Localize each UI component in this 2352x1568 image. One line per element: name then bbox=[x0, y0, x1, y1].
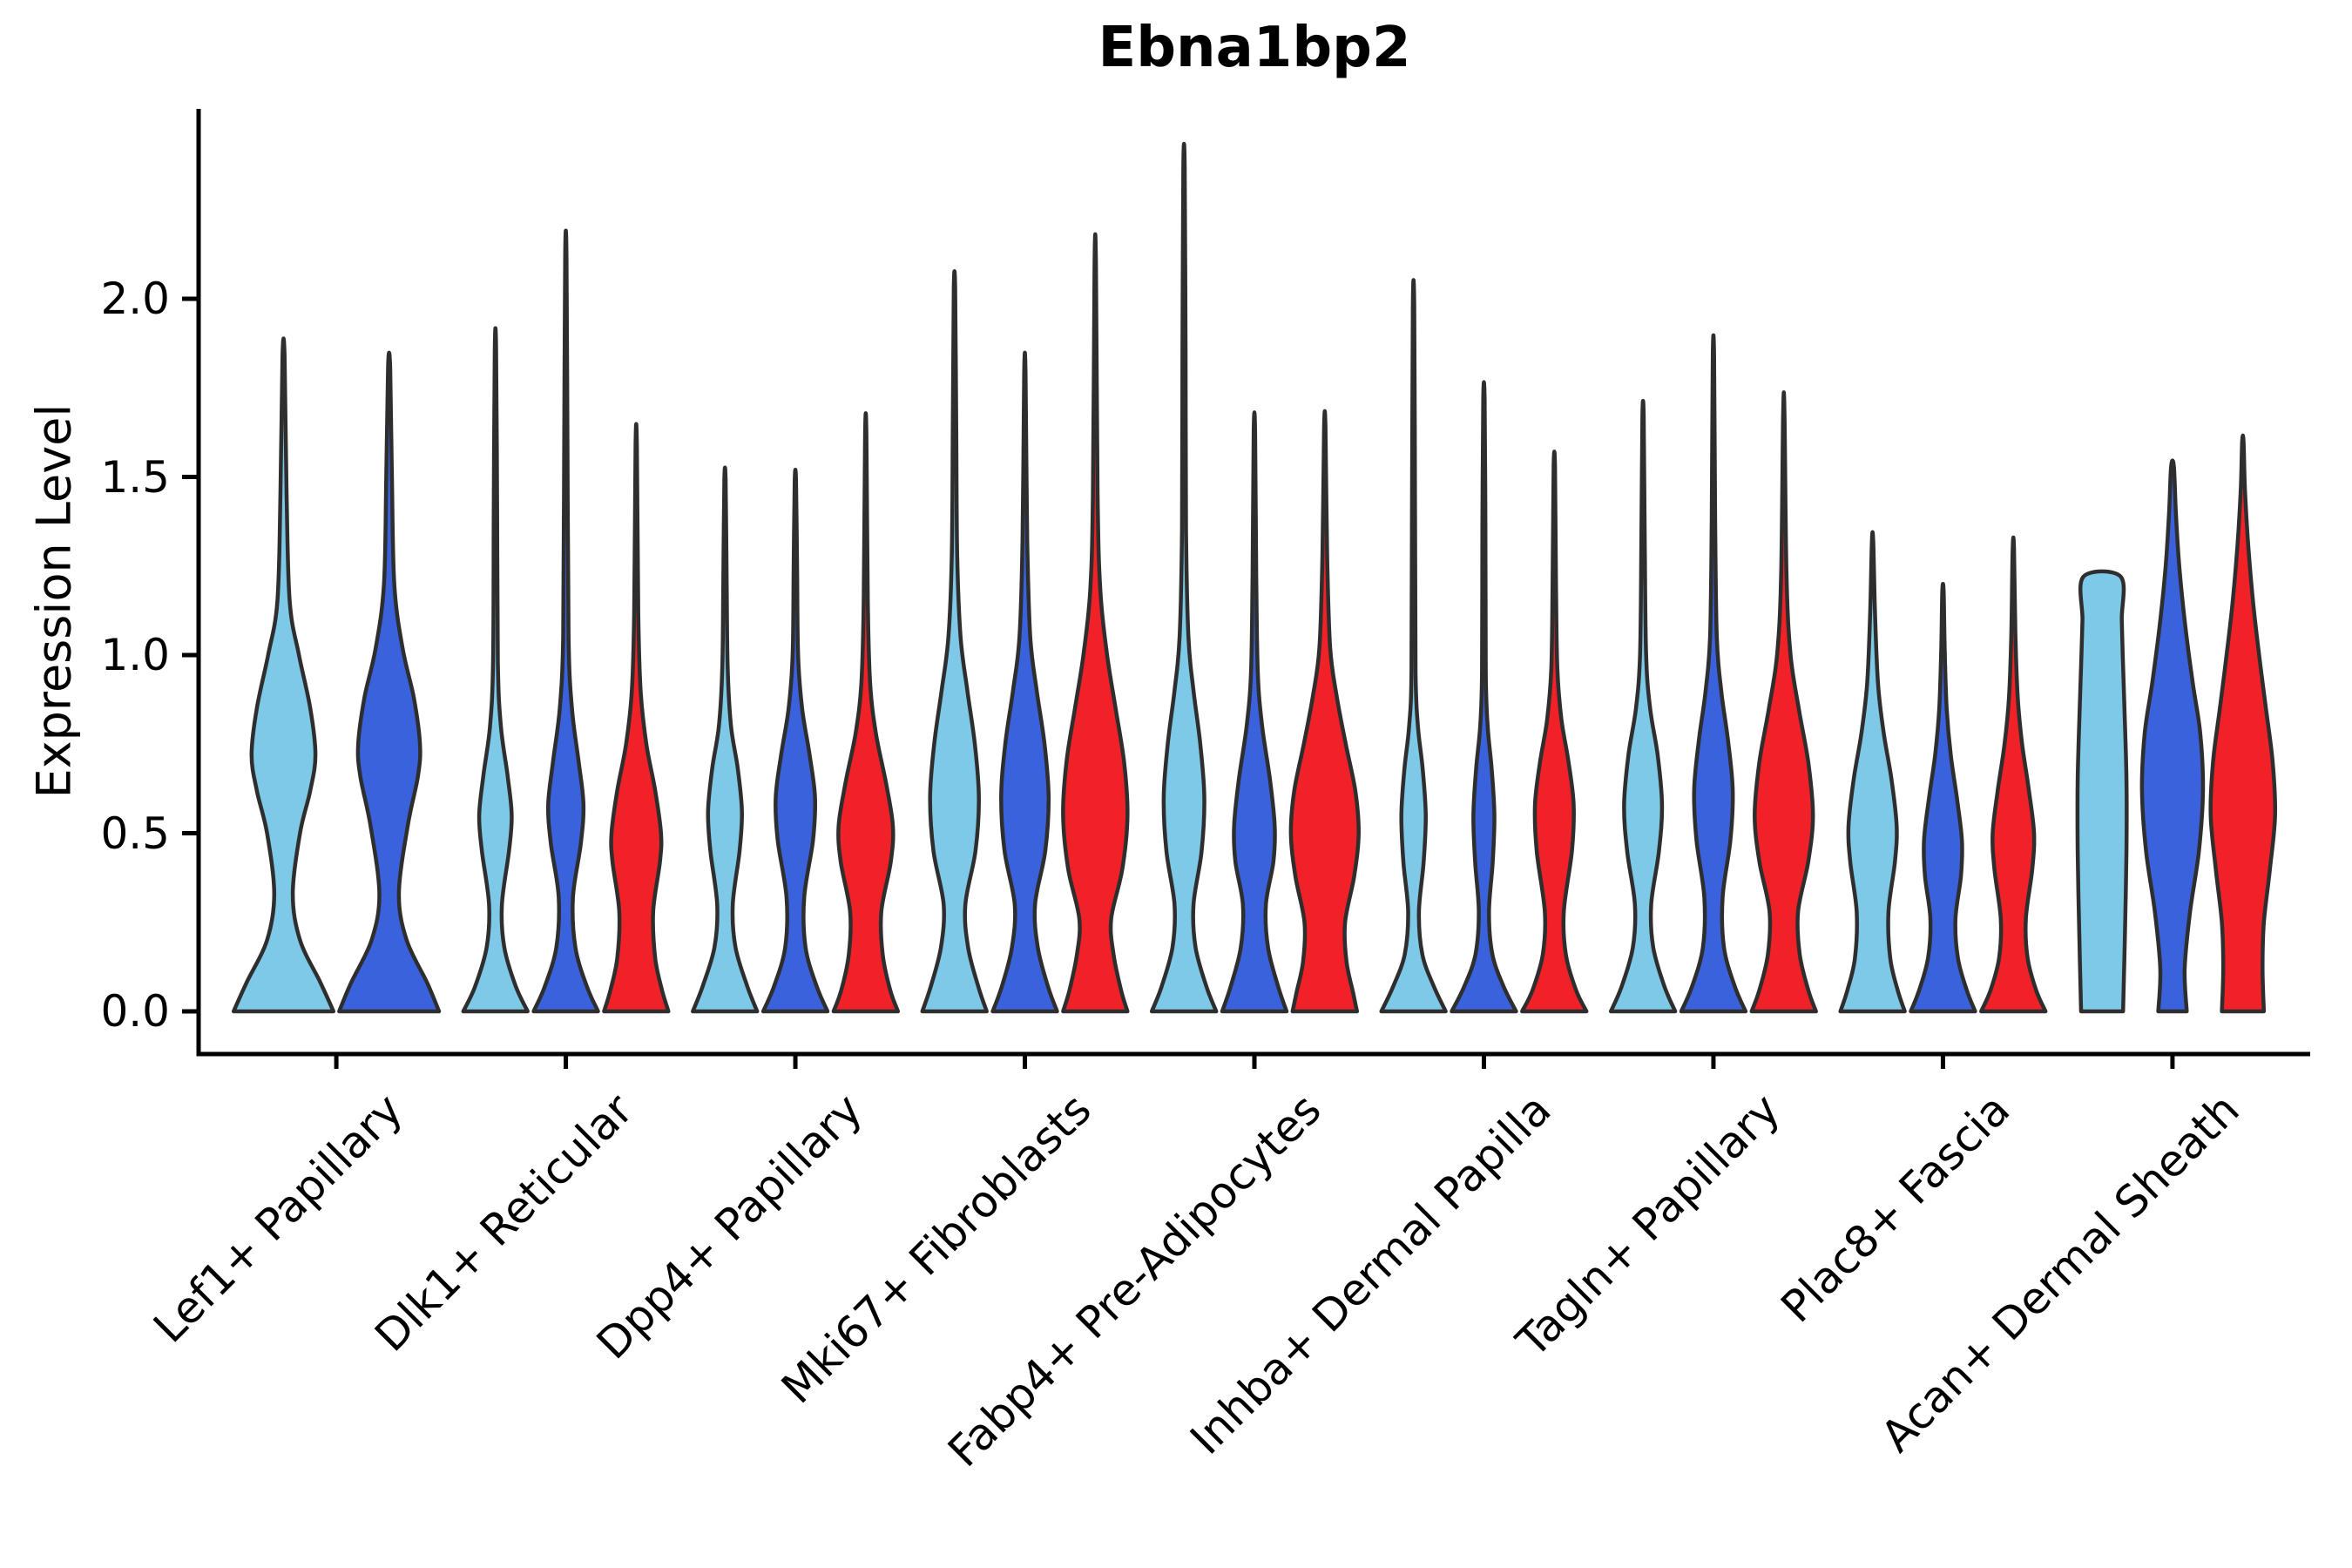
violin-light-blue-dlk1-reticular bbox=[461, 326, 530, 1014]
violin-dark-blue-mki67-fibroblasts bbox=[990, 350, 1059, 1014]
violin-light-blue-plac8-fascia bbox=[1838, 530, 1907, 1014]
violin-dark-blue-dlk1-reticular bbox=[531, 228, 600, 1014]
violin-light-blue-inhba-dermal-papilla bbox=[1379, 278, 1448, 1014]
violin-red-inhba-dermal-papilla bbox=[1520, 449, 1589, 1014]
violin-red-tagln-papillary bbox=[1749, 390, 1818, 1014]
violin-red-dlk1-reticular bbox=[602, 422, 671, 1014]
violin-red-plac8-fascia bbox=[1979, 535, 2048, 1014]
violin-light-blue-fabp4-pre-adipocytes bbox=[1149, 142, 1219, 1014]
violin-dark-blue-tagln-papillary bbox=[1679, 333, 1748, 1014]
y-tick-label: 2.0 bbox=[100, 274, 170, 324]
violin-dark-blue-dpp4-papillary bbox=[760, 468, 830, 1014]
violin-dark-blue-acan-dermal-sheath bbox=[2139, 458, 2206, 1014]
violin-light-blue-mki67-fibroblasts bbox=[920, 269, 989, 1014]
y-tick-label: 1.0 bbox=[100, 630, 170, 680]
chart-title: Ebna1bp2 bbox=[1098, 16, 1411, 80]
violin-red-dpp4-papillary bbox=[831, 411, 901, 1014]
violin-light-blue-acan-dermal-sheath bbox=[2075, 569, 2129, 1014]
violin-dark-blue-inhba-dermal-papilla bbox=[1450, 380, 1518, 1014]
violin-red-mki67-fibroblasts bbox=[1061, 232, 1130, 1014]
y-tick-label: 0.0 bbox=[100, 986, 170, 1037]
violin-dark-blue-fabp4-pre-adipocytes bbox=[1220, 410, 1289, 1014]
y-tick-label: 1.5 bbox=[100, 451, 170, 503]
violin-dark-blue-lef1-papillary bbox=[337, 350, 442, 1014]
violin-red-acan-dermal-sheath bbox=[2208, 433, 2278, 1014]
violin-dark-blue-plac8-fascia bbox=[1909, 581, 1977, 1014]
y-tick-label: 0.5 bbox=[100, 808, 170, 859]
violin-red-fabp4-pre-adipocytes bbox=[1288, 409, 1361, 1014]
violin-light-blue-lef1-papillary bbox=[231, 336, 336, 1014]
violin-light-blue-tagln-papillary bbox=[1608, 398, 1678, 1014]
violin-light-blue-dpp4-papillary bbox=[691, 465, 760, 1014]
